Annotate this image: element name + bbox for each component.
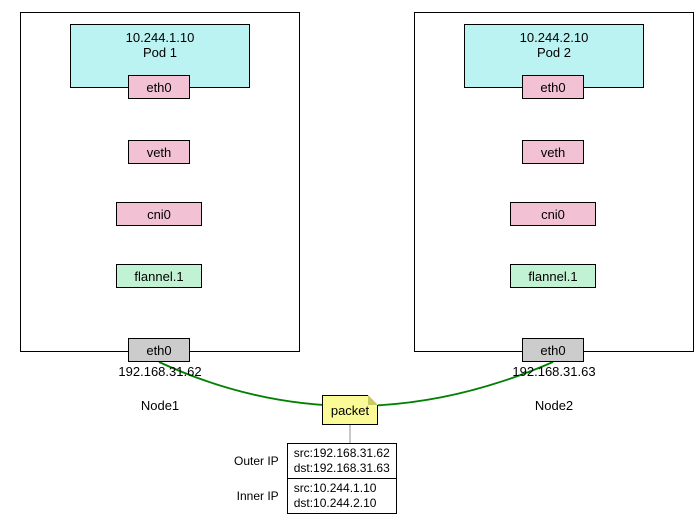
node2-name: Node2 bbox=[514, 398, 594, 413]
outer-ip-cell: src:192.168.31.62 dst:192.168.31.63 bbox=[287, 444, 396, 479]
cni0-2: cni0 bbox=[510, 202, 596, 226]
flannel2: flannel.1 bbox=[510, 264, 596, 288]
veth1: veth bbox=[128, 140, 190, 164]
host-eth0-1: eth0 bbox=[128, 338, 190, 362]
cni0-1: cni0 bbox=[116, 202, 202, 226]
host-eth0-2: eth0 bbox=[522, 338, 584, 362]
host-ip-2: 192.168.31.63 bbox=[494, 364, 614, 379]
flannel1: flannel.1 bbox=[116, 264, 202, 288]
veth2: veth bbox=[522, 140, 584, 164]
outer-ip-label: Outer IP bbox=[228, 444, 287, 479]
pod1-ip: 10.244.1.10 bbox=[71, 30, 249, 45]
packet-ip-table: Outer IP src:192.168.31.62 dst:192.168.3… bbox=[228, 443, 397, 514]
packet-note: packet bbox=[322, 395, 378, 425]
inner-ip-label: Inner IP bbox=[228, 479, 287, 514]
pod2-label: Pod 2 bbox=[465, 45, 643, 60]
pod1-label: Pod 1 bbox=[71, 45, 249, 60]
node1-name: Node1 bbox=[120, 398, 200, 413]
host-ip-1: 192.168.31.62 bbox=[100, 364, 220, 379]
pod2-eth0: eth0 bbox=[522, 75, 584, 99]
inner-ip-cell: src:10.244.1.10 dst:10.244.2.10 bbox=[287, 479, 396, 514]
network-diagram: 10.244.1.10 Pod 1 eth0 10.244.2.10 Pod 2… bbox=[0, 0, 698, 525]
pod2-ip: 10.244.2.10 bbox=[465, 30, 643, 45]
pod1-eth0: eth0 bbox=[128, 75, 190, 99]
